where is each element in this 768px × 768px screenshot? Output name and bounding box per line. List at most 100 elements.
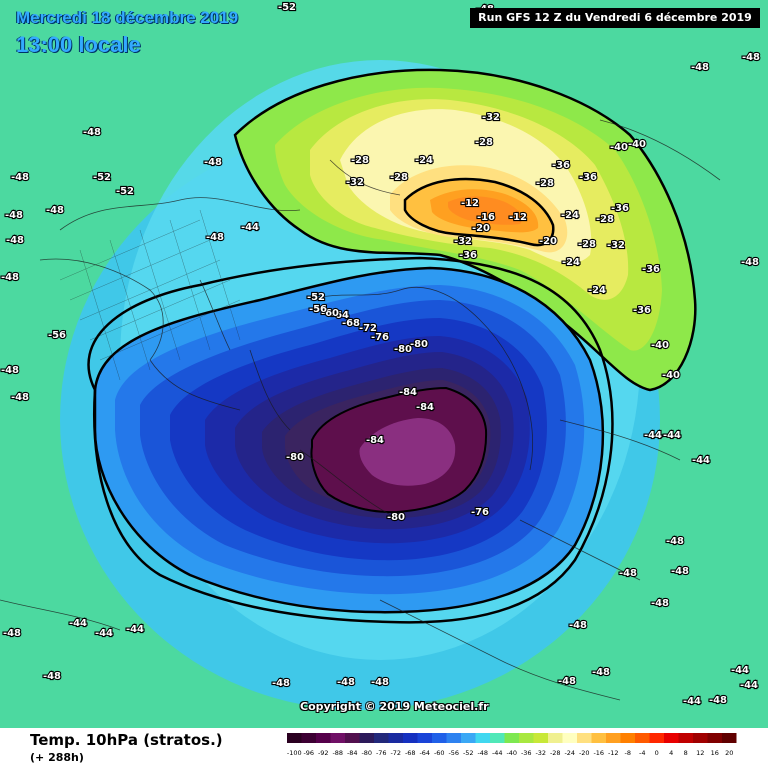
contour-label: -48 [3, 628, 21, 639]
legend-tick-label: 4 [669, 749, 673, 757]
contour-label: -48 [371, 677, 389, 688]
legend-swatch [693, 733, 708, 743]
contour-label: -84 [416, 402, 434, 413]
contour-label: -76 [371, 332, 389, 343]
legend-swatch [301, 733, 316, 743]
legend-tick-label: -16 [593, 749, 604, 757]
contour-label: -48 [43, 671, 61, 682]
contour-label: -48 [691, 62, 709, 73]
legend-tick-label: -68 [405, 749, 416, 757]
contour-label: -48 [742, 52, 760, 63]
legend-swatch [664, 733, 679, 743]
contour-label: -56 [309, 304, 327, 315]
legend-tick-label: -8 [625, 749, 631, 757]
forecast-hour: (+ 288h) [30, 751, 84, 764]
contour-label: -72 [359, 323, 377, 334]
contour-label: -52 [93, 172, 111, 183]
legend-swatch [403, 733, 418, 743]
legend-tick-label: -56 [448, 749, 459, 757]
contour-label: -40 [610, 142, 628, 153]
legend-swatch [620, 733, 635, 743]
contour-label: -52 [278, 2, 296, 13]
contour-label: -28 [596, 214, 614, 225]
legend-tick-label: -44 [492, 749, 503, 757]
contour-label: -48 [619, 568, 637, 579]
contour-label: -36 [552, 160, 570, 171]
contour-label: -24 [561, 210, 579, 221]
legend-tick-label: -80 [361, 749, 372, 757]
contour-label: -44 [683, 696, 701, 707]
color-scale-legend: -100 -96 -92 -88 -84 -80 -76 -72 -68 -64 -60 -56 -52… [287, 733, 737, 757]
legend-tick-label: -40 [506, 749, 517, 757]
legend-swatch [649, 733, 664, 743]
legend-swatch [374, 733, 389, 743]
contour-label: -32 [607, 240, 625, 251]
contour-label: -80 [286, 452, 304, 463]
legend-swatch [533, 733, 548, 743]
legend-tick-label: -12 [608, 749, 619, 757]
contour-label: -80 [410, 339, 428, 350]
legend-tick-label: -96 [303, 749, 314, 757]
contour-label: -44 [731, 665, 749, 676]
legend-tick-label: -32 [535, 749, 546, 757]
legend-tick-label: 12 [696, 749, 704, 757]
legend-swatch [519, 733, 534, 743]
legend-swatch [722, 733, 737, 743]
legend-tick-label: -4 [639, 749, 645, 757]
contour-label: -56 [48, 330, 66, 341]
contour-label: -44 [95, 628, 113, 639]
legend-swatch [548, 733, 563, 743]
contour-label: -48 [651, 598, 669, 609]
legend-tick-label: -52 [463, 749, 474, 757]
contour-label: -48 [206, 232, 224, 243]
legend-tick-label: -28 [550, 749, 561, 757]
contour-label: -32 [454, 236, 472, 247]
legend-swatch [591, 733, 606, 743]
contour-label: -48 [741, 257, 759, 268]
run-info-banner: Run GFS 12 Z du Vendredi 6 décembre 2019 [470, 8, 760, 28]
contour-label: -28 [475, 137, 493, 148]
parameter-name: Temp. 10hPa (stratos.) [30, 731, 223, 749]
legend-swatch [330, 733, 345, 743]
legend-tick-label: -48 [477, 749, 488, 757]
contour-label: -32 [346, 177, 364, 188]
legend-tick-label: -92 [318, 749, 329, 757]
copyright-text: Copyright © 2019 Meteociel.fr [300, 700, 489, 713]
band-minus-88 [359, 418, 456, 486]
legend-swatch [316, 733, 331, 743]
legend-swatch [635, 733, 650, 743]
contour-label: -36 [611, 203, 629, 214]
contour-label: -44 [644, 430, 662, 441]
contour-label: -24 [415, 155, 433, 166]
grid-lines [59, 209, 241, 381]
contour-label: -48 [671, 566, 689, 577]
band-minus-12 [448, 196, 523, 225]
legend-swatch [678, 733, 693, 743]
legend-tick-label: -64 [419, 749, 430, 757]
contour-label: -52 [307, 292, 325, 303]
legend-tick-label: -100 [287, 749, 302, 757]
contour-label: -32 [482, 112, 500, 123]
contour-label: -44 [241, 222, 259, 233]
legend-swatch [345, 733, 360, 743]
contour-label: -48 [666, 536, 684, 547]
legend-swatch [562, 733, 577, 743]
legend-tick-label: -20 [579, 749, 590, 757]
contour-label: -44 [740, 680, 758, 691]
contour-minus-48 [87, 256, 614, 624]
contour-label: -48 [5, 210, 23, 221]
contour-label: -24 [588, 285, 606, 296]
legend-tick-label: 0 [655, 749, 659, 757]
legend-swatch [432, 733, 447, 743]
contour-label: -48 [1, 272, 19, 283]
legend-tick-label: -84 [347, 749, 358, 757]
temperature-map: -84-84-84-80-80-80-80-76-76-72-68-64-60-… [0, 0, 768, 728]
contour-label: -48 [569, 620, 587, 631]
legend-swatch [707, 733, 722, 743]
contour-label: -48 [337, 677, 355, 688]
legend-swatch [490, 733, 505, 743]
contour-label: -36 [642, 264, 660, 275]
contour-label: -80 [394, 344, 412, 355]
contour-label: -16 [477, 212, 495, 223]
legend-tick-label: -60 [434, 749, 445, 757]
